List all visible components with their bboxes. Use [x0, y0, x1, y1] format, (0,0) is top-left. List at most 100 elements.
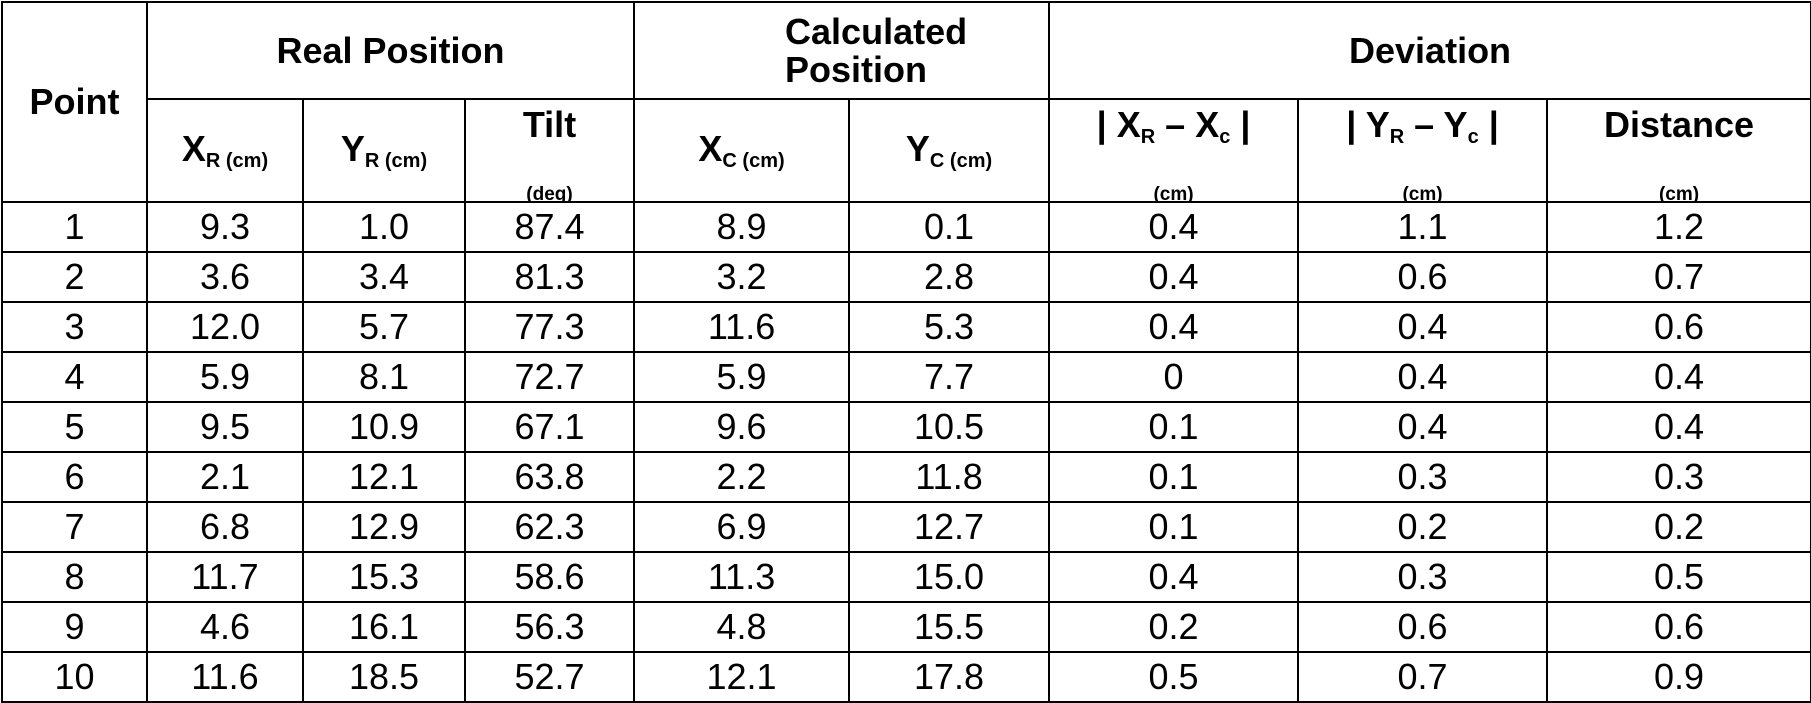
dy-cell: 0.4 — [1297, 351, 1549, 403]
dy-cell: 0.4 — [1297, 401, 1549, 453]
distance-unit: (cm) — [1658, 184, 1700, 202]
xr-header: XR (cm) — [146, 98, 304, 203]
dy-cell: 0.3 — [1297, 551, 1549, 603]
dx-header: | XR – Xc | (cm) — [1048, 98, 1300, 203]
xr-cell: 4.6 — [146, 601, 304, 653]
yc-cell: 2.8 — [848, 251, 1051, 303]
table-row: 2 3.6 3.4 81.3 3.2 2.8 0.4 0.6 0.7 — [1, 251, 1811, 303]
yc-cell: 15.0 — [848, 551, 1051, 603]
distance-cell: 0.4 — [1546, 401, 1811, 453]
tilt-cell: 87.4 — [463, 201, 636, 253]
yc-cell: 5.3 — [848, 301, 1051, 353]
yc-cell: 7.7 — [848, 351, 1051, 403]
yr-cell: 12.9 — [302, 501, 466, 553]
distance-cell: 0.5 — [1546, 551, 1811, 603]
xr-cell: 6.8 — [146, 501, 304, 553]
table-row: 7 6.8 12.9 62.3 6.9 12.7 0.1 0.2 0.2 — [1, 501, 1811, 553]
yr-cell: 1.0 — [302, 201, 466, 253]
table-row: 5 9.5 10.9 67.1 9.6 10.5 0.1 0.4 0.4 — [1, 401, 1811, 453]
yr-cell: 3.4 — [302, 251, 466, 303]
xc-cell: 11.3 — [633, 551, 851, 603]
xc-cell: 5.9 — [633, 351, 851, 403]
yc-cell: 12.7 — [848, 501, 1051, 553]
yr-cell: 12.1 — [302, 451, 466, 503]
yr-cell: 10.9 — [302, 401, 466, 453]
yc-cell: 17.8 — [848, 651, 1051, 703]
point-cell: 5 — [1, 401, 148, 453]
xr-cell: 9.5 — [146, 401, 304, 453]
table-row: 4 5.9 8.1 72.7 5.9 7.7 0 0.4 0.4 — [1, 351, 1811, 403]
header-row-columns: XR (cm) YR (cm) Tilt (deg) XC (cm) YC (c… — [2, 98, 1811, 203]
xc-cell: 11.6 — [633, 301, 851, 353]
point-cell: 10 — [1, 651, 148, 703]
distance-cell: 0.6 — [1546, 301, 1811, 353]
yr-cell: 8.1 — [302, 351, 466, 403]
dx-cell: 0.1 — [1048, 451, 1300, 503]
dy-cell: 0.7 — [1297, 651, 1549, 703]
yc-cell: 11.8 — [848, 451, 1051, 503]
dx-cell: 0.1 — [1048, 501, 1300, 553]
calculated-position-header: Calculated Position — [633, 1, 1051, 100]
xr-cell: 11.7 — [146, 551, 304, 603]
dx-cell: 0 — [1048, 351, 1300, 403]
yr-cell: 15.3 — [302, 551, 466, 603]
xc-cell: 3.2 — [633, 251, 851, 303]
table-row: 1 9.3 1.0 87.4 8.9 0.1 0.4 1.1 1.2 — [1, 201, 1811, 253]
dx-cell: 0.4 — [1048, 301, 1300, 353]
tilt-cell: 56.3 — [463, 601, 636, 653]
dy-cell: 0.4 — [1297, 301, 1549, 353]
yc-cell: 10.5 — [848, 401, 1051, 453]
point-cell: 6 — [1, 451, 148, 503]
dx-cell: 0.1 — [1048, 401, 1300, 453]
point-cell: 1 — [1, 201, 148, 253]
real-position-header: Real Position — [145, 1, 636, 100]
yr-cell: 18.5 — [302, 651, 466, 703]
yr-header: YR (cm) — [302, 98, 466, 203]
xc-cell: 8.9 — [633, 201, 851, 253]
xc-cell: 4.8 — [633, 601, 851, 653]
tilt-header: Tilt (deg) — [463, 98, 636, 203]
distance-cell: 0.7 — [1546, 251, 1811, 303]
distance-cell: 0.4 — [1546, 351, 1811, 403]
dy-cell: 0.6 — [1297, 601, 1549, 653]
xr-cell: 3.6 — [146, 251, 304, 303]
xr-cell: 2.1 — [146, 451, 304, 503]
point-cell: 3 — [1, 301, 148, 353]
dy-cell: 1.1 — [1297, 201, 1549, 253]
point-header: Point — [1, 1, 148, 203]
distance-cell: 0.9 — [1546, 651, 1811, 703]
yc-cell: 15.5 — [848, 601, 1051, 653]
dy-unit: (cm) — [1402, 184, 1443, 202]
xr-cell: 12.0 — [146, 301, 304, 353]
yc-header: YC (cm) — [848, 98, 1051, 203]
distance-cell: 0.3 — [1546, 451, 1811, 503]
point-cell: 7 — [1, 501, 148, 553]
dx-cell: 0.2 — [1048, 601, 1300, 653]
dx-cell: 0.4 — [1048, 201, 1300, 253]
tilt-cell: 58.6 — [463, 551, 636, 603]
tilt-cell: 77.3 — [463, 301, 636, 353]
tilt-cell: 52.7 — [463, 651, 636, 703]
tilt-cell: 72.7 — [463, 351, 636, 403]
table-row: 6 2.1 12.1 63.8 2.2 11.8 0.1 0.3 0.3 — [1, 451, 1811, 503]
dx-unit: (cm) — [1153, 184, 1194, 202]
table-row: 3 12.0 5.7 77.3 11.6 5.3 0.4 0.4 0.6 — [1, 301, 1811, 353]
xc-header: XC (cm) — [633, 98, 851, 203]
dy-cell: 0.6 — [1297, 251, 1549, 303]
tilt-cell: 67.1 — [463, 401, 636, 453]
xr-cell: 5.9 — [146, 351, 304, 403]
dy-header: | YR – Yc | (cm) — [1297, 98, 1549, 203]
point-cell: 8 — [1, 551, 148, 603]
dy-cell: 0.2 — [1297, 501, 1549, 553]
xr-cell: 11.6 — [146, 651, 304, 703]
distance-cell: 0.6 — [1546, 601, 1811, 653]
xr-cell: 9.3 — [146, 201, 304, 253]
xc-cell: 2.2 — [633, 451, 851, 503]
dx-cell: 0.4 — [1048, 551, 1300, 603]
tilt-unit: (deg) — [526, 184, 573, 202]
table-row: 8 11.7 15.3 58.6 11.3 15.0 0.4 0.3 0.5 — [1, 551, 1811, 603]
yr-cell: 16.1 — [302, 601, 466, 653]
point-cell: 9 — [1, 601, 148, 653]
yr-cell: 5.7 — [302, 301, 466, 353]
